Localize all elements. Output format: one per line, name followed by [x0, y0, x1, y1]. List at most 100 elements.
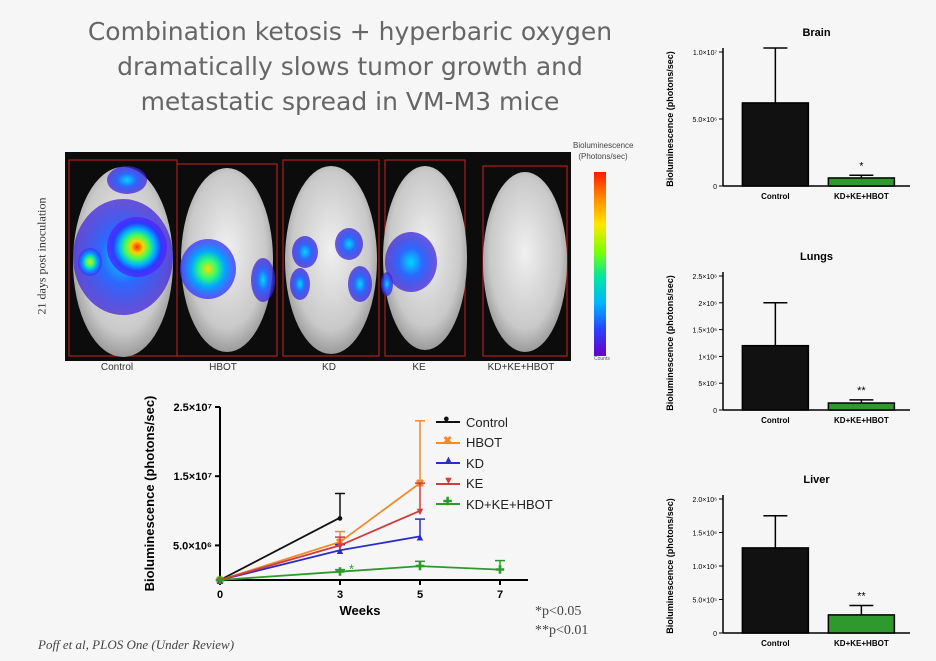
- chart-title: Liver: [803, 474, 830, 486]
- title-line-2: dramatically slows tumor growth and: [117, 52, 583, 81]
- mouse-label-control: Control: [100, 362, 134, 373]
- bar-control: [741, 344, 810, 411]
- x-axis-title: Weeks: [340, 603, 381, 618]
- citation: Poff et al, PLOS One (Under Review): [38, 637, 235, 652]
- data-point-control: ●: [337, 513, 344, 525]
- legend-label-hbot: HBOT: [466, 435, 503, 451]
- y-tick-label: 1.5×10⁶: [693, 328, 718, 335]
- x-category-label: KD+KE+HBOT: [834, 639, 889, 648]
- data-point-ke: ▼: [215, 575, 226, 587]
- title-line-3: metastatic spread in VM-M3 mice: [140, 87, 560, 116]
- legend-item-kd-ke-hbot: ✚ KD+KE+HBOT: [436, 494, 553, 515]
- x-category-label: Control: [761, 416, 789, 425]
- bar-kd-ke-hbot: [827, 614, 896, 634]
- y-tick-label: 0: [713, 408, 717, 415]
- mouse-label-hbot: HBOT: [209, 362, 237, 373]
- x-category-label: Control: [761, 192, 789, 201]
- legend-label-control: Control: [466, 414, 508, 430]
- p-value-single: *p<0.05: [535, 604, 582, 619]
- color-scale-bar: [594, 172, 606, 356]
- mouse-kd-ke-hbot: [482, 165, 568, 357]
- significance-marker: **: [857, 591, 866, 603]
- y-tick-label: 1.0×10⁶: [693, 564, 718, 571]
- data-point-kd-ke-hbot: ✚: [415, 561, 424, 573]
- significance-marker: *: [859, 160, 864, 172]
- bar-control: [741, 547, 810, 634]
- series-line-kd: [219, 535, 421, 581]
- legend-item-kd: ▲ KD: [436, 453, 553, 474]
- legend-item-hbot: ✖ HBOT: [436, 433, 553, 454]
- y-tick-label: 5.0×10⁶: [693, 117, 718, 124]
- data-point-kd-ke-hbot: ✚: [215, 575, 224, 587]
- bioluminescence-images: [65, 152, 571, 361]
- y-axis-title: Bioluminescence (photons/sec): [665, 498, 675, 634]
- liver-bar-chart: Liver 0 5.0×10⁵ 1.0×10⁶ 1.5×10⁶ 2.0×10⁶ Biolum…: [665, 474, 910, 648]
- y-tick-label: 1.0×10⁷: [693, 50, 718, 57]
- series-line-ke: [219, 509, 421, 581]
- legend-marker-ke: ▼: [443, 474, 454, 487]
- mouse-kd: [282, 159, 380, 357]
- legend-marker-hbot: ✖: [443, 434, 453, 447]
- color-scale-title: Bioluminescence (Photons/sec): [573, 141, 634, 161]
- legend-marker-kd: ▲: [443, 454, 454, 467]
- y-tick-label: 5×10⁵: [698, 381, 717, 388]
- x-category-label: KD+KE+HBOT: [834, 416, 889, 425]
- y-tick-label: 2×10⁶: [698, 301, 717, 308]
- data-point-kd: ▲: [215, 575, 226, 587]
- y-tick-label: 1.5×10⁶: [693, 531, 718, 538]
- y-tick-label: 0: [713, 631, 717, 638]
- y-axis-title: Bioluminescence (photons/sec): [665, 275, 675, 411]
- mouse-control: [68, 159, 178, 357]
- x-tick-label: 3: [337, 589, 343, 601]
- bar-kd-ke-hbot: [827, 402, 896, 411]
- color-scale-foot: Counts: [594, 356, 610, 362]
- mouse-ke: [381, 159, 467, 357]
- data-point-ke: ▼: [335, 540, 346, 552]
- chart-title: Brain: [802, 27, 830, 39]
- mouse-label-kd-ke-hbot: KD+KE+HBOT: [487, 362, 555, 373]
- data-point-control: ●: [217, 575, 224, 587]
- tumor-growth-line-chart: 5.0×10⁶ 1.5×10⁷ 2.5×10⁷ 0 3 5 7 Weeks Biolumines…: [142, 396, 528, 618]
- chart-title: Lungs: [800, 251, 833, 263]
- y-tick-label: 0: [713, 184, 717, 191]
- data-point-kd: ▲: [415, 531, 426, 543]
- y-axis-title: Bioluminescence (photons/sec): [665, 51, 675, 187]
- y-tick-label: 1.5×10⁷: [174, 471, 213, 483]
- mouse-label-ke: KE: [412, 362, 426, 373]
- slide-title: Combination ketosis + hyperbaric oxygen …: [40, 14, 660, 119]
- y-axis-title: Bioluminescence (photons/sec): [142, 396, 157, 592]
- legend-label-kd: KD: [466, 455, 485, 471]
- bar-kd-ke-hbot: [827, 177, 896, 187]
- bar-control: [741, 102, 810, 187]
- x-tick-label: 7: [497, 589, 503, 601]
- series-line-control: [219, 516, 341, 581]
- x-tick-label: 5: [417, 589, 423, 601]
- series-line-kd-ke-hbot: [219, 565, 501, 581]
- p-value-double: **p<0.01: [535, 623, 589, 638]
- line-chart-legend: ● Control ✖ HBOT ▲ KD ▼ KE ✚ KD+KE+HBOT: [436, 412, 553, 515]
- significance-marker: **: [857, 385, 866, 397]
- data-point-kd-ke-hbot: ✚: [335, 567, 344, 579]
- mouse-label-kd: KD: [322, 362, 336, 373]
- significance-annotation: *: [349, 562, 354, 577]
- mouse-hbot: [176, 163, 278, 357]
- x-category-label: KD+KE+HBOT: [834, 192, 889, 201]
- y-tick-label: 2.0×10⁶: [693, 497, 718, 504]
- y-tick-label: 1×10⁶: [698, 354, 717, 361]
- data-point-kd: ▲: [335, 545, 346, 557]
- legend-marker-kd-ke-hbot: ✚: [443, 496, 453, 509]
- mouse-images-svg: [68, 159, 568, 357]
- data-point-hbot: ✖: [215, 575, 224, 587]
- lungs-bar-chart: Lungs 0 5×10⁵ 1×10⁶ 1.5×10⁶ 2×10⁶ 2.5×10⁶ Biolu…: [665, 251, 910, 425]
- title-line-1: Combination ketosis + hyperbaric oxygen: [87, 17, 613, 46]
- p-value-legend: *p<0.05 **p<0.01: [535, 602, 588, 640]
- x-category-label: Control: [761, 639, 789, 648]
- data-point-ke: ▼: [415, 506, 426, 518]
- brain-bar-chart: Brain 0 5.0×10⁶ 1.0×10⁷ Bioluminescence (pho…: [665, 27, 910, 201]
- legend-marker-control: ●: [443, 413, 450, 426]
- legend-label-kd-ke-hbot: KD+KE+HBOT: [466, 496, 553, 512]
- legend-item-control: ● Control: [436, 412, 553, 433]
- y-tick-label: 2.5×10⁷: [174, 402, 213, 414]
- x-tick-label: 0: [217, 589, 223, 601]
- y-tick-label: 5.0×10⁵: [692, 598, 717, 605]
